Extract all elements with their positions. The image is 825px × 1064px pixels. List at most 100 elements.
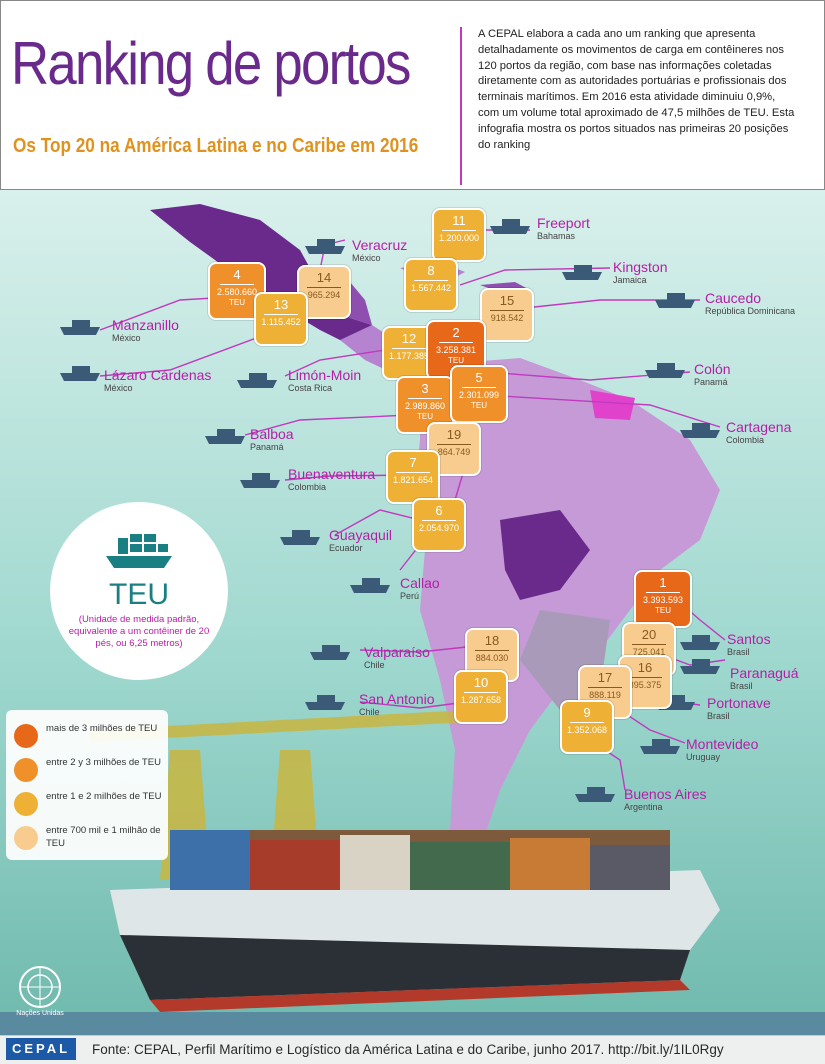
port-country: Brasil	[707, 711, 730, 721]
rank-unit: TEU	[448, 356, 464, 365]
port-name: Valparaíso	[364, 644, 430, 660]
rank-value: 864.749	[437, 447, 471, 457]
port-country: Argentina	[624, 802, 663, 812]
un-emblem	[19, 966, 61, 1008]
rank-number: 8	[427, 263, 435, 278]
port-name: Caucedo	[705, 290, 762, 306]
rank-number: 5	[475, 370, 483, 385]
rank-box-1: 1 3.393.593 TEU	[634, 570, 692, 628]
rank-number: 17	[597, 670, 613, 685]
rank-number: 15	[499, 293, 515, 308]
port-name: San Antonio	[359, 691, 435, 707]
intro-text: A CEPAL elabora a cada ano um ranking qu…	[478, 28, 795, 151]
footer: Fonte: CEPAL, Perfil Marítimo e Logístic…	[0, 1035, 825, 1064]
port-label-colon: Colón Panamá	[694, 362, 731, 388]
legend-item: mais de 3 milhões de TEU	[14, 720, 164, 750]
rank-number: 12	[401, 331, 417, 346]
port-name: Portonave	[707, 695, 771, 711]
rank-box-4: 4 2.580.660 TEU	[208, 262, 266, 320]
rank-number: 7	[409, 455, 417, 470]
port-name: Montevideo	[686, 736, 759, 752]
port-country: Jamaica	[613, 275, 647, 285]
rank-value: 1.567.442	[410, 283, 452, 293]
port-country: Costa Rica	[288, 383, 333, 393]
legend-item: entre 2 y 3 milhões de TEU	[14, 754, 164, 784]
rank-box-15: 15 918.542	[480, 288, 534, 342]
port-name: Limón-Moin	[288, 367, 362, 383]
rank-value: 3.393.593	[642, 595, 684, 605]
port-name: Buenos Aires	[624, 786, 707, 802]
port-name: Balboa	[250, 426, 294, 442]
cepal-logo: CEPAL	[6, 1038, 76, 1060]
legend-item: entre 1 e 2 milhões de TEU	[14, 788, 164, 818]
rank-value: 1.287.658	[460, 695, 502, 705]
teu-title: TEU	[109, 578, 169, 611]
port-name: Cartagena	[726, 419, 792, 435]
rank-box-13: 13 1.115.452	[254, 292, 308, 346]
legend-label: entre 700 mil e 1 milhão de TEU	[46, 825, 161, 849]
port-country: Ecuador	[329, 543, 363, 553]
rank-unit: TEU	[417, 412, 433, 421]
rank-number: 2	[452, 325, 460, 340]
rank-value: 918.542	[490, 313, 524, 323]
port-country: México	[352, 253, 381, 263]
rank-value: 884.030	[475, 653, 509, 663]
port-country: Perú	[400, 591, 420, 601]
rank-value: 1.352.068	[566, 725, 608, 735]
rank-number: 6	[435, 503, 443, 518]
container-ship-icon	[106, 534, 172, 568]
rank-box-6: 6 2.054.970	[412, 498, 466, 552]
ship-icons	[60, 219, 720, 802]
rank-number: 14	[316, 270, 332, 285]
rank-value: 725.041	[632, 647, 666, 657]
port-label-portonave: Portonave Brasil	[707, 695, 771, 722]
rank-unit: TEU	[655, 606, 671, 615]
port-name: Santos	[727, 631, 771, 647]
port-country: Colombia	[726, 435, 765, 445]
port-label-buenaventura: Buenaventura Colombia	[288, 467, 375, 493]
rank-value: 1.200.000	[438, 233, 480, 243]
rank-number: 3	[421, 381, 429, 396]
port-country: Bahamas	[537, 231, 576, 241]
rank-value: 1.177.385	[388, 351, 430, 361]
legend: mais de 3 milhões de TEU entre 2 y 3 mil…	[6, 710, 168, 860]
port-label-balboa: Balboa Panamá	[250, 426, 294, 453]
un-logo: Nações Unidas	[10, 960, 70, 1024]
rank-value: 2.580.660	[216, 287, 258, 297]
rank-box-5: 5 2.301.099 TEU	[450, 365, 508, 423]
rank-number: 9	[583, 705, 591, 720]
rank-box-8: 8 1.567.442	[404, 258, 458, 312]
port-label-santos: Santos Brasil	[727, 631, 771, 658]
rank-number: 10	[473, 675, 489, 690]
rank-number: 11	[452, 213, 466, 228]
rank-unit: TEU	[471, 401, 487, 410]
legend-swatch	[14, 826, 38, 850]
header: Ranking de portos Os Top 20 na América L…	[0, 0, 825, 190]
port-label-veracruz: Veracruz México	[352, 238, 407, 264]
port-country: Chile	[359, 707, 380, 717]
teu-explainer: TEU (Unidade de medida padrão, equivalen…	[50, 502, 228, 680]
port-name: Manzanillo	[112, 317, 179, 333]
rank-number: 13	[273, 297, 289, 312]
rank-number: 18	[484, 633, 500, 648]
rank-box-11: 11 1.200.000	[432, 208, 486, 262]
port-name: Lázaro Cárdenas	[104, 367, 212, 383]
rank-value: 965.294	[307, 290, 341, 300]
port-label-callao: Callao Perú	[400, 575, 440, 602]
un-label: Nações Unidas	[16, 1010, 64, 1017]
port-label-cartagena: Cartagena Colombia	[726, 419, 792, 446]
rank-box-9: 9 1.352.068	[560, 700, 614, 754]
rank-value: 1.115.452	[261, 317, 301, 327]
rank-value: 2.989.860	[404, 401, 446, 411]
rank-number: 19	[446, 427, 462, 442]
port-label-freeport: Freeport Bahamas	[537, 216, 590, 242]
teu-description: (Unidade de medida padrão, equivalente a…	[68, 614, 210, 649]
rank-number: 1	[659, 575, 667, 590]
port-name: Kingston	[613, 259, 668, 275]
port-name: Paranaguá	[730, 665, 799, 681]
rank-box-7: 7 1.821.654	[386, 450, 440, 504]
legend-label: entre 1 e 2 milhões de TEU	[46, 791, 162, 802]
port-label-caucedo: Caucedo República Dominicana	[705, 290, 795, 317]
page-subtitle: Os Top 20 na América Latina e no Caribe …	[13, 135, 419, 157]
port-name: Callao	[400, 575, 440, 591]
